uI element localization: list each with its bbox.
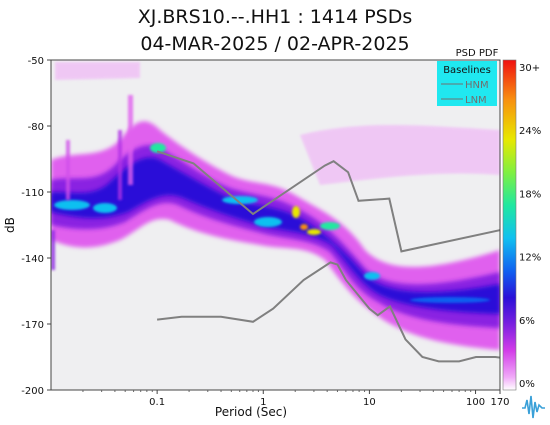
- hnm-line: [156, 150, 500, 253]
- y-tick-label: -110: [21, 188, 44, 199]
- y-tick-label: -50: [28, 56, 44, 67]
- legend-title: Baselines: [443, 65, 491, 76]
- psd-density-field: [51, 62, 500, 350]
- x-axis-label: Period (Sec): [215, 405, 287, 419]
- y-tick-label: -200: [21, 386, 44, 397]
- y-tick-label: -80: [28, 122, 44, 133]
- colorbar-tick-label: 18%: [519, 189, 541, 200]
- baseline-curves: [156, 150, 500, 363]
- x-tick-label: 1: [260, 397, 266, 408]
- y-tick-label: -170: [21, 320, 44, 331]
- x-tick-label: 10: [363, 397, 376, 408]
- y-axis: -50 -80 -110 -140 -170 -200: [21, 56, 51, 397]
- lnm-line: [156, 261, 500, 363]
- legend-item-lnm: LNM: [465, 95, 487, 106]
- x-tick-label: 0.1: [149, 397, 165, 408]
- colorbar-tick-label: 12%: [519, 253, 541, 264]
- colorbar: PSD PDF 30+ 24% 18% 12% 6% 0%: [456, 48, 541, 391]
- chart-title: XJ.BRS10.--.HH1 : 1414 PSDs: [137, 6, 413, 28]
- colorbar-gradient: [502, 59, 517, 391]
- colorbar-tick-label: 24%: [519, 126, 541, 137]
- colorbar-title: PSD PDF: [456, 48, 499, 59]
- y-tick-label: -140: [21, 254, 44, 265]
- baseline-legend: Baselines HNM LNM: [437, 61, 497, 106]
- colorbar-tick-label: 6%: [519, 316, 535, 327]
- colorbar-tick-label: 0%: [519, 379, 535, 390]
- chart-subtitle: 04-MAR-2025 / 02-APR-2025: [140, 33, 410, 55]
- colorbar-tick-label: 30+: [519, 63, 540, 74]
- legend-item-hnm: HNM: [465, 80, 489, 91]
- y-axis-label: dB: [3, 217, 17, 233]
- plot-frame: [50, 59, 501, 391]
- x-axis: 0.1 1 10 100 170: [82, 390, 510, 408]
- waveform-logo-icon: [522, 395, 545, 419]
- x-tick-label: 170: [490, 397, 509, 408]
- x-tick-label: 100: [466, 397, 485, 408]
